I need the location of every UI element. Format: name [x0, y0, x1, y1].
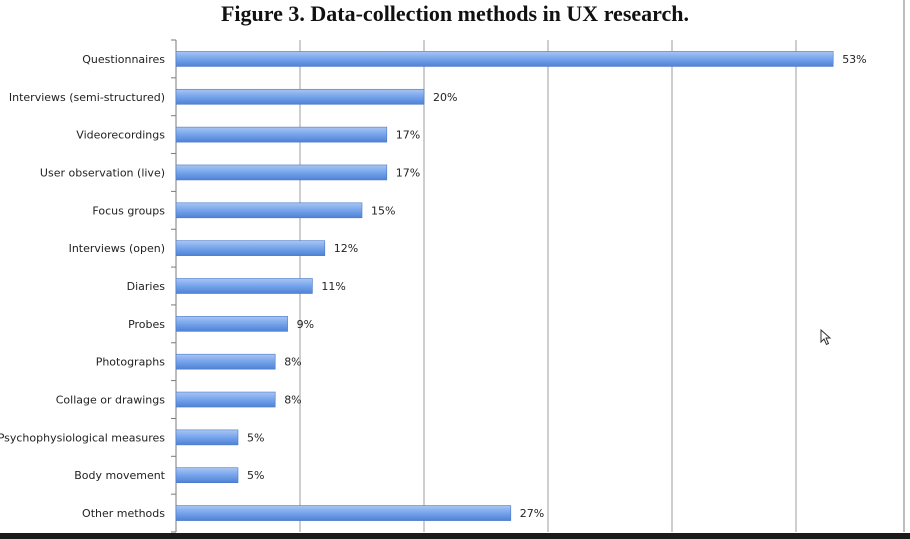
bar: [175, 505, 512, 521]
category-label: Probes: [128, 318, 165, 331]
value-label: 5%: [247, 469, 264, 482]
category-label: Diaries: [127, 280, 166, 293]
value-label: 15%: [371, 204, 395, 217]
value-label: 53%: [842, 53, 866, 66]
bar: [175, 316, 288, 332]
category-label: Collage or drawings: [56, 394, 166, 407]
window-bottom-bar: [0, 533, 910, 539]
category-label: Questionnaires: [82, 53, 165, 66]
value-label: 9%: [297, 318, 314, 331]
value-label: 5%: [247, 431, 264, 444]
bar: [175, 202, 363, 219]
category-label: Interviews (open): [69, 242, 165, 255]
value-label: 27%: [520, 507, 544, 520]
category-label: Videorecordings: [76, 129, 165, 142]
category-label: Psychophysiological measures: [0, 431, 165, 444]
category-label: Photographs: [96, 356, 166, 369]
value-label: 8%: [284, 394, 301, 407]
bar: [175, 391, 276, 408]
gridlines: [299, 40, 797, 532]
category-label: Body movement: [74, 469, 165, 482]
bar: [175, 353, 276, 370]
bar: [175, 240, 326, 256]
value-label: 8%: [284, 356, 301, 369]
category-axis: [171, 39, 177, 533]
bar: [175, 88, 425, 105]
bar: [175, 278, 313, 294]
chart-title: Figure 3. Data-collection methods in UX …: [220, 1, 690, 26]
category-labels: Questionnaires Interviews (semi-structure…: [0, 53, 166, 520]
value-label: 12%: [334, 242, 358, 255]
bar: [175, 126, 388, 143]
bars: [175, 51, 834, 521]
category-label: User observation (live): [40, 166, 165, 179]
category-label: Other methods: [82, 507, 165, 520]
value-label: 17%: [396, 129, 420, 142]
category-label: Interviews (semi-structured): [9, 91, 165, 104]
bar: [175, 51, 834, 67]
value-label: 20%: [433, 91, 457, 104]
bar: [175, 164, 388, 181]
bar: [175, 429, 239, 446]
mouse-cursor-icon: [820, 329, 832, 346]
value-label: 11%: [321, 280, 345, 293]
window-border: [903, 0, 905, 532]
value-labels: 53% 20% 17% 17% 15% 12% 11% 9% 8% 8% 5% 5% 27%: [247, 53, 867, 520]
value-label: 17%: [396, 166, 420, 179]
bar: [175, 467, 239, 484]
category-label: Focus groups: [92, 204, 165, 217]
